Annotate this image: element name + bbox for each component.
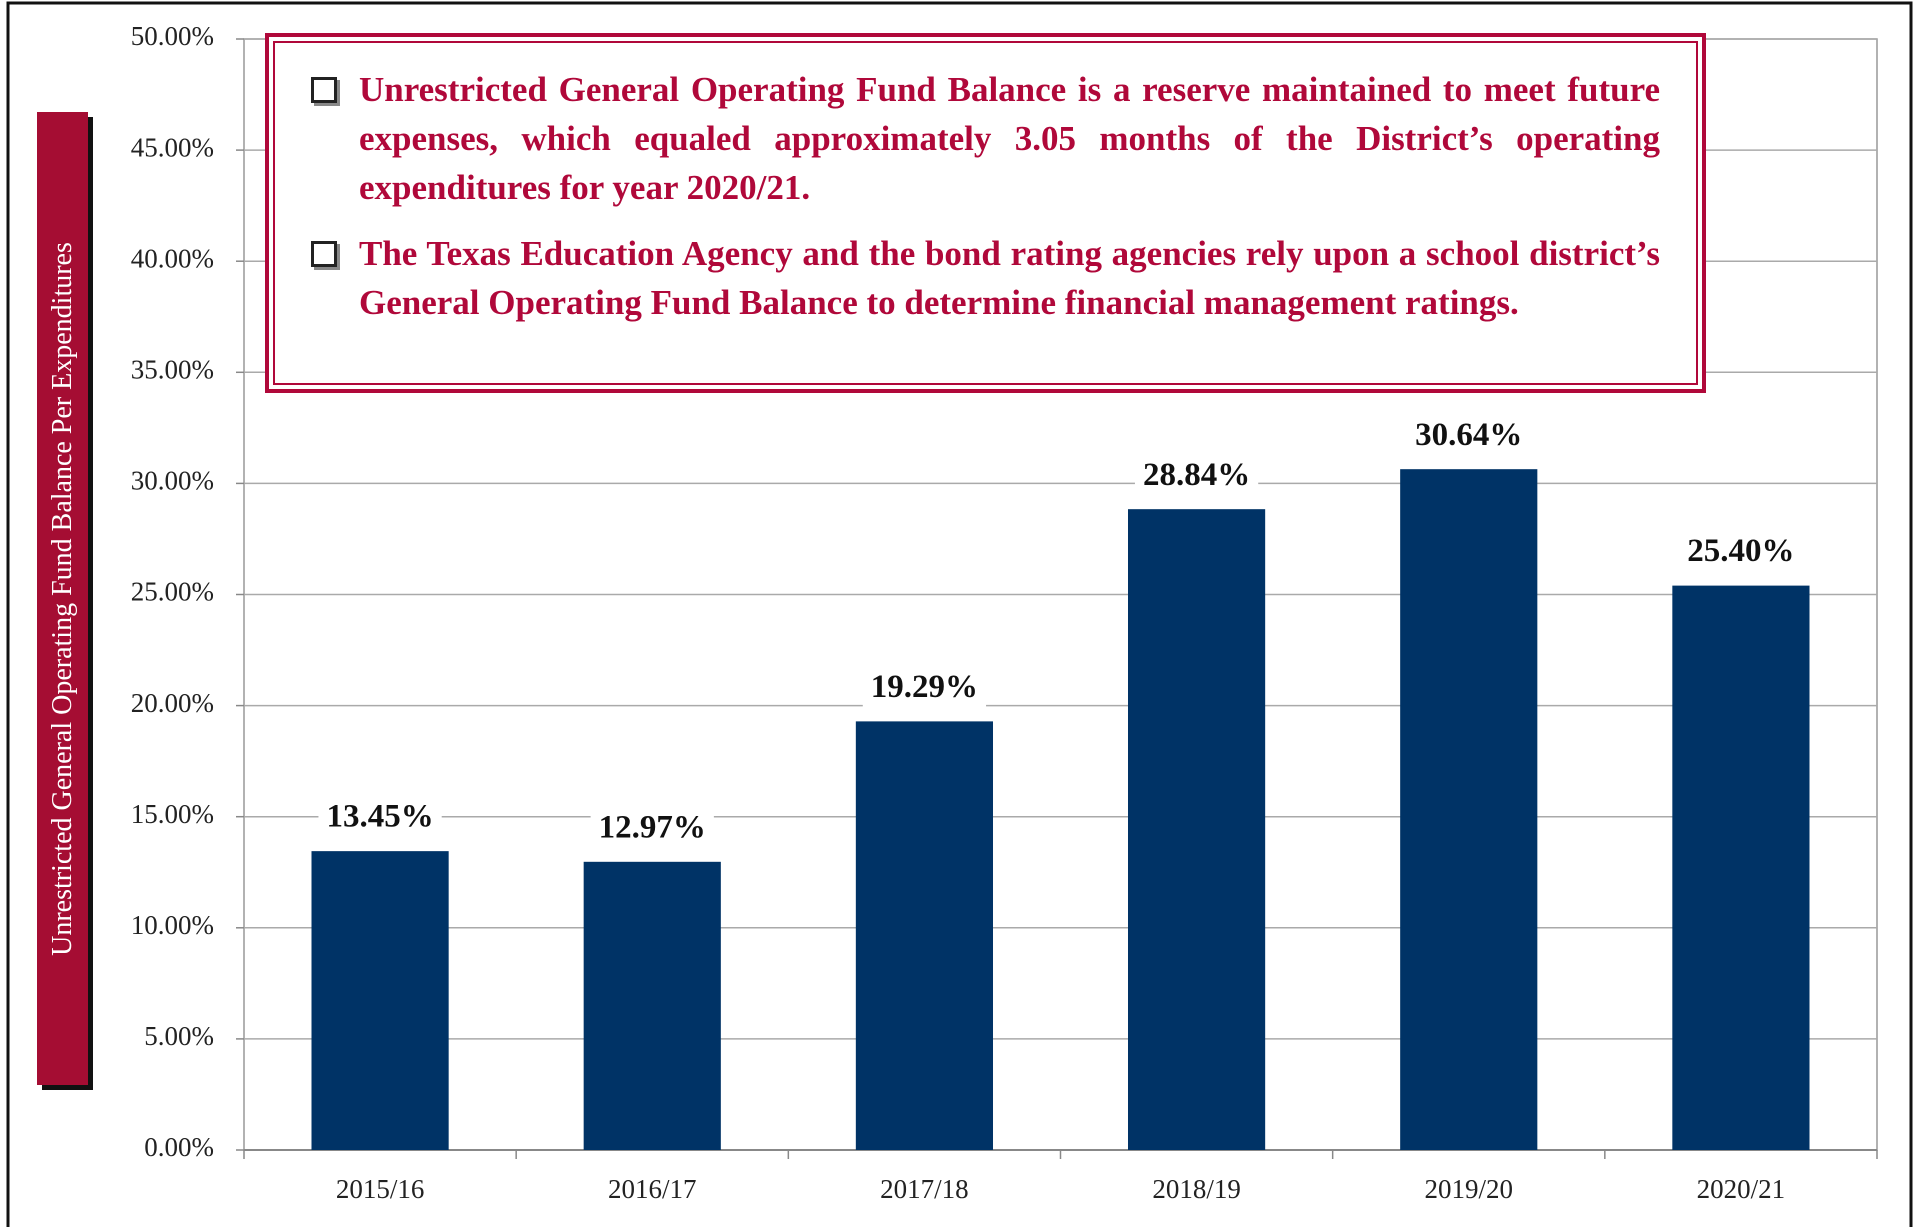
annotation-box: Unrestricted General Operating Fund Bala… xyxy=(265,33,1706,393)
value-label-bg xyxy=(862,666,987,707)
bullet-item: The Texas Education Agency and the bond … xyxy=(311,229,1660,327)
y-tick-label: 0.00% xyxy=(144,1132,214,1162)
x-tick-label: 2016/17 xyxy=(608,1174,697,1204)
bar xyxy=(1400,469,1538,1150)
y-axis-label: Unrestricted General Operating Fund Bala… xyxy=(46,241,78,956)
x-tick-label: 2020/21 xyxy=(1697,1174,1786,1204)
annotation: The Texas Education Agency and the bond … xyxy=(359,234,1660,322)
y-tick-label: 45.00% xyxy=(131,132,214,162)
y-tick-label: 25.00% xyxy=(131,577,214,607)
value-label: 12.97% xyxy=(599,809,706,845)
y-tick-label: 15.00% xyxy=(131,799,214,829)
value-label: 25.40% xyxy=(1687,533,1794,569)
bullet-item: Unrestricted General Operating Fund Bala… xyxy=(311,65,1660,212)
bullet xyxy=(311,77,337,103)
value-label-bg xyxy=(318,796,442,837)
y-tick-label: 35.00% xyxy=(131,355,214,385)
y-tick-label: 10.00% xyxy=(131,910,214,940)
x-tick-label: 2018/19 xyxy=(1152,1174,1241,1204)
bullet xyxy=(311,241,337,267)
annotation-inner: Unrestricted General Operating Fund Bala… xyxy=(273,41,1698,385)
y-tick-label: 30.00% xyxy=(131,466,214,496)
y-tick-label: 40.00% xyxy=(131,243,214,273)
value-label-bg xyxy=(1679,531,1803,572)
value-label-bg xyxy=(1407,414,1531,455)
value-label: 19.29% xyxy=(871,669,978,705)
annotation: Unrestricted General Operating Fund Bala… xyxy=(359,70,1660,207)
value-label: 28.84% xyxy=(1143,457,1250,493)
y-tick-label: 20.00% xyxy=(131,688,214,718)
bar xyxy=(855,721,994,1150)
bar xyxy=(1127,509,1266,1151)
x-tick-label: 2019/20 xyxy=(1424,1174,1513,1204)
x-tick-label: 2015/16 xyxy=(336,1174,425,1204)
bar xyxy=(583,861,721,1150)
y-tick-label: 5.00% xyxy=(144,1021,214,1051)
y-tick-label: 50.00% xyxy=(131,21,214,51)
value-label-bg xyxy=(590,807,714,848)
y-axis-label-box: Unrestricted General Operating Fund Bala… xyxy=(37,112,88,1085)
x-tick-label: 2017/18 xyxy=(880,1174,969,1204)
bar xyxy=(311,851,449,1150)
bar xyxy=(1672,585,1810,1150)
value-label-bg xyxy=(1134,454,1259,495)
value-label: 30.64% xyxy=(1415,417,1522,453)
frame xyxy=(6,1,1913,1227)
value-label: 13.45% xyxy=(326,799,433,835)
